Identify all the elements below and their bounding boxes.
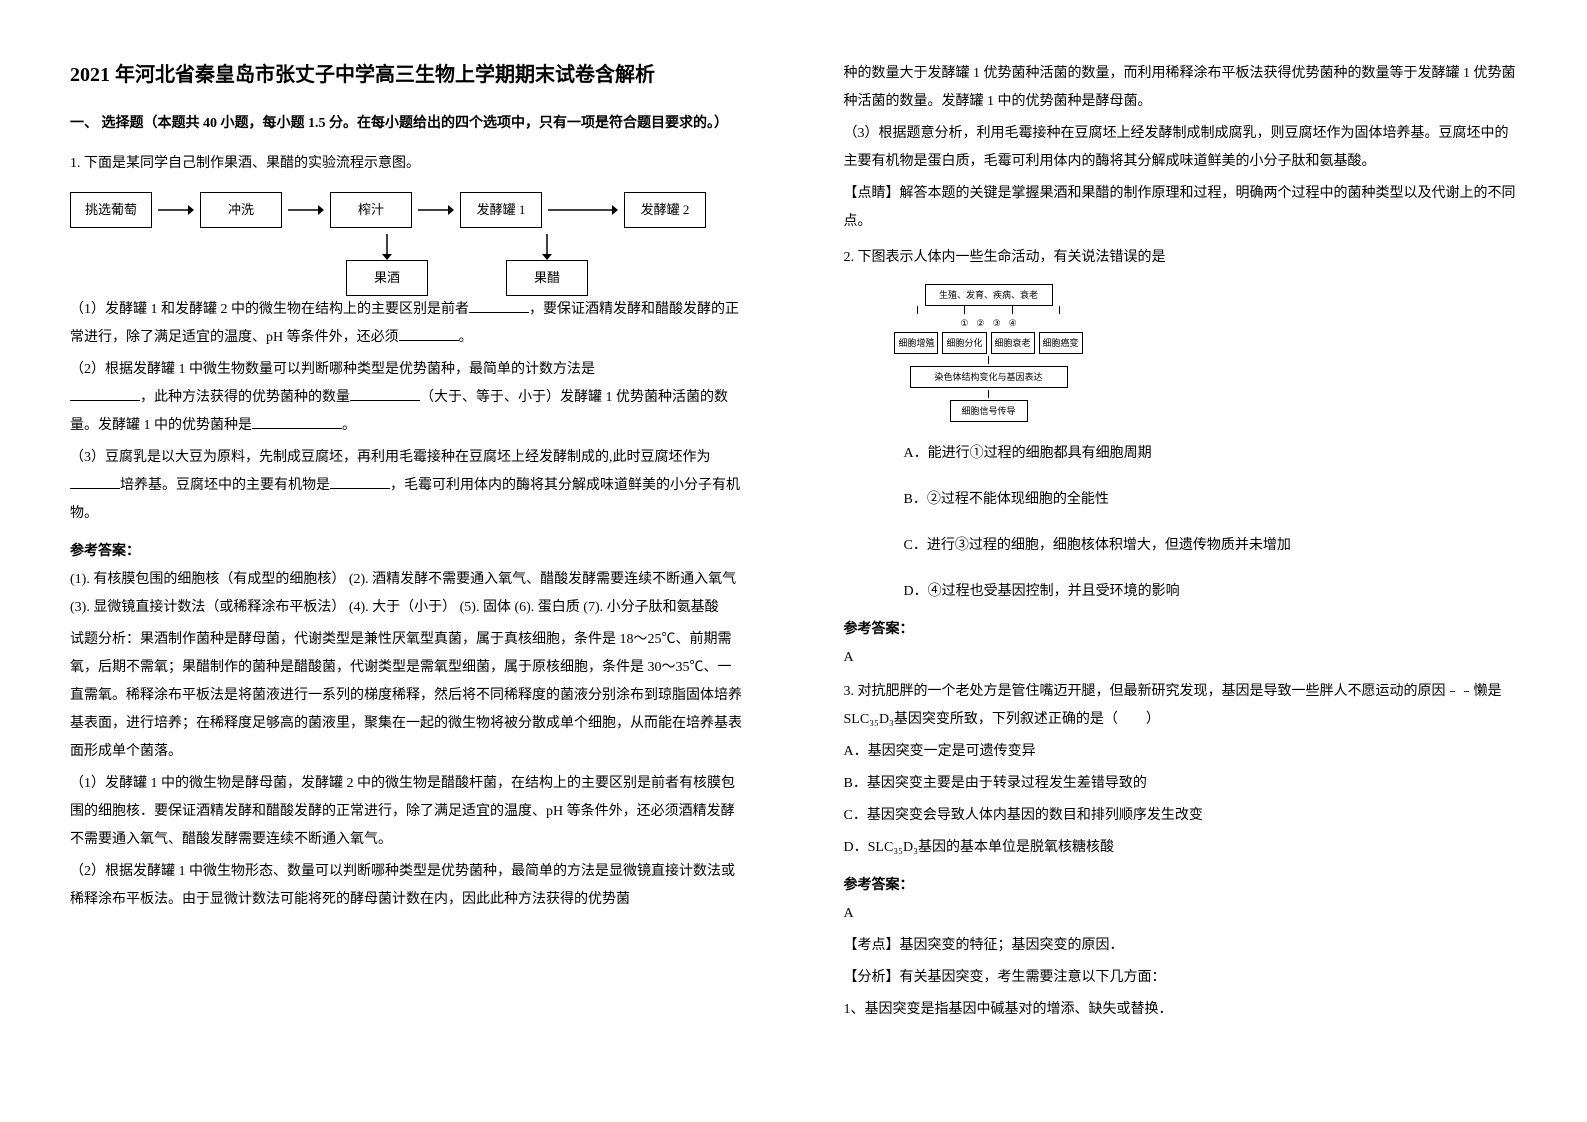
flow-box-2: 冲洗 xyxy=(200,192,282,228)
q1-answer: (1). 有核膜包围的细胞核（有成型的细胞核） (2). 酒精发酵不需要通入氧气… xyxy=(70,566,744,622)
blank xyxy=(350,386,420,401)
blank xyxy=(399,326,459,341)
flow-row-bottom: 果酒 果醋 xyxy=(346,234,744,296)
sd-num-4: ④ xyxy=(1009,314,1017,332)
arrow-down-icon xyxy=(540,234,554,260)
q2-diagram: 生殖、发育、疾病、衰老 ① ② ③ ④ 细胞增殖 细胞分化 细胞衰老 细胞癌变 … xyxy=(884,284,1094,422)
sd-b3: 细胞衰老 xyxy=(991,332,1035,354)
q3-explain-2: 【分析】有关基因突变，考生需要注意以下几方面： xyxy=(844,964,1518,992)
arrow-right-icon xyxy=(548,203,618,217)
q2-option-a: A．能进行①过程的细胞都具有细胞周期 xyxy=(904,440,1518,468)
sd-b1: 细胞增殖 xyxy=(894,332,938,354)
q3-explain-3: 1、基因突变是指基因中碱基对的增添、缺失或替换． xyxy=(844,996,1518,1024)
sd-num-3: ③ xyxy=(993,314,1001,332)
arrow-right-icon xyxy=(288,203,324,217)
q1-explain-1: 试题分析：果酒制作菌种是酵母菌，代谢类型是兼性厌氧型真菌，属于真核细胞，条件是 … xyxy=(70,626,744,766)
q1-part1: （1）发酵罐 1 和发酵罐 2 中的微生物在结构上的主要区别是前者，要保证酒精发… xyxy=(70,296,744,352)
connector xyxy=(1012,306,1013,314)
arrow-down-icon xyxy=(380,234,394,260)
q3-option-c: C．基因突变会导致人体内基因的数目和排列顺序发生改变 xyxy=(844,802,1518,830)
sd-mid: 染色体结构变化与基因表达 xyxy=(910,366,1068,388)
sd-bot: 细胞信号传导 xyxy=(950,400,1028,422)
q1-p2-text-b: ，此种方法获得的优势菌种的数量 xyxy=(140,390,350,405)
col2-para-1: 种的数量大于发酵罐 1 优势菌种活菌的数量，而利用稀释涂布平板法获得优势菌种的数… xyxy=(844,60,1518,116)
answer-heading: 参考答案： xyxy=(844,616,1518,644)
section-1-heading: 一、 选择题（本题共 40 小题，每小题 1.5 分。在每小题给出的四个选项中，… xyxy=(70,110,744,138)
q2-stem: 2. 下图表示人体内一些生命活动，有关说法错误的是 xyxy=(844,244,1518,272)
flow-box-1: 挑选葡萄 xyxy=(70,192,152,228)
q1-p1-text-a: （1）发酵罐 1 和发酵罐 2 中的微生物在结构上的主要区别是前者 xyxy=(70,302,469,317)
flow-down-2: 果醋 xyxy=(506,234,588,296)
sd-num-1: ① xyxy=(960,314,968,332)
q3-answer: A xyxy=(844,900,1518,928)
q2-option-b: B．②过程不能体现细胞的全能性 xyxy=(904,486,1518,514)
col2-para-3: 【点睛】解答本题的关键是掌握果酒和果醋的制作原理和过程，明确两个过程中的菌种类型… xyxy=(844,180,1518,236)
connector xyxy=(988,356,989,364)
q3-stem: 3. 对抗肥胖的一个老处方是管住嘴迈开腿，但最新研究发现，基因是导致一些胖人不愿… xyxy=(844,678,1518,734)
sd-top: 生殖、发育、疾病、衰老 xyxy=(925,284,1053,306)
flow-box-3: 榨汁 xyxy=(330,192,412,228)
blank xyxy=(70,386,140,401)
blank xyxy=(330,474,390,489)
blank xyxy=(469,298,529,313)
blank xyxy=(70,474,120,489)
q1-part2: （2）根据发酵罐 1 中微生物数量可以判断哪种类型是优势菌种，最简单的计数方法是… xyxy=(70,356,744,440)
q1-explain-2: （1）发酵罐 1 中的微生物是酵母菌，发酵罐 2 中的微生物是醋酸杆菌，在结构上… xyxy=(70,770,744,854)
q2-option-d: D．④过程也受基因控制，并且受环境的影响 xyxy=(904,578,1518,606)
sd-num-2: ② xyxy=(976,314,984,332)
q1-stem: 1. 下面是某同学自己制作果酒、果醋的实验流程示意图。 xyxy=(70,150,744,178)
connector xyxy=(988,390,989,398)
connector xyxy=(964,306,965,314)
q1-explain-3: （2）根据发酵罐 1 中微生物形态、数量可以判断哪种类型是优势菌种，最简单的方法… xyxy=(70,858,744,914)
right-column: 种的数量大于发酵罐 1 优势菌种活菌的数量，而利用稀释涂布平板法获得优势菌种的数… xyxy=(794,0,1587,1122)
flow-box-4: 发酵罐 1 xyxy=(460,192,542,228)
flow-box-5: 发酵罐 2 xyxy=(624,192,706,228)
connector xyxy=(1059,306,1060,314)
flow-box-7: 果醋 xyxy=(506,260,588,296)
q3-option-d: D．SLC₃₅D₃基因的基本单位是脱氧核糖核酸 xyxy=(844,834,1518,862)
q2-answer: A xyxy=(844,644,1518,672)
flow-row-top: 挑选葡萄 冲洗 榨汁 发酵罐 1 发酵罐 2 xyxy=(70,192,744,228)
q1-p3-text-a: （3）豆腐乳是以大豆为原料，先制成豆腐坯，再利用毛霉接种在豆腐坯上经发酵制成的,… xyxy=(70,450,711,465)
flow-down-1: 果酒 xyxy=(346,234,428,296)
blank xyxy=(252,414,342,429)
flow-box-6: 果酒 xyxy=(346,260,428,296)
q1-p3-text-b: 培养基。豆腐坯中的主要有机物是 xyxy=(120,478,330,493)
arrow-right-icon xyxy=(418,203,454,217)
sd-b2: 细胞分化 xyxy=(942,332,986,354)
q1-flow-diagram: 挑选葡萄 冲洗 榨汁 发酵罐 1 发酵罐 2 果酒 果醋 xyxy=(70,192,744,296)
q3-option-a: A．基因突变一定是可遗传变异 xyxy=(844,738,1518,766)
q3-explain-1: 【考点】基因突变的特征；基因突变的原因． xyxy=(844,932,1518,960)
left-column: 2021 年河北省秦皇岛市张丈子中学高三生物上学期期末试卷含解析 一、 选择题（… xyxy=(0,0,794,1122)
answer-heading: 参考答案： xyxy=(70,538,744,566)
q1-p1-text-c: 。 xyxy=(459,330,473,345)
q1-part3: （3）豆腐乳是以大豆为原料，先制成豆腐坯，再利用毛霉接种在豆腐坯上经发酵制成的,… xyxy=(70,444,744,528)
q3-option-b: B．基因突变主要是由于转录过程发生差错导致的 xyxy=(844,770,1518,798)
exam-title: 2021 年河北省秦皇岛市张丈子中学高三生物上学期期末试卷含解析 xyxy=(70,60,744,90)
answer-heading: 参考答案： xyxy=(844,872,1518,900)
connector xyxy=(917,306,918,314)
q1-p2-text-d: 。 xyxy=(342,418,356,433)
sd-b4: 细胞癌变 xyxy=(1039,332,1083,354)
q1-p2-text-a: （2）根据发酵罐 1 中微生物数量可以判断哪种类型是优势菌种，最简单的计数方法是 xyxy=(70,362,595,377)
q2-option-c: C．进行③过程的细胞，细胞核体积增大，但遗传物质并未增加 xyxy=(904,532,1518,560)
col2-para-2: （3）根据题意分析，利用毛霉接种在豆腐坯上经发酵制成制成腐乳，则豆腐坯作为固体培… xyxy=(844,120,1518,176)
arrow-right-icon xyxy=(158,203,194,217)
